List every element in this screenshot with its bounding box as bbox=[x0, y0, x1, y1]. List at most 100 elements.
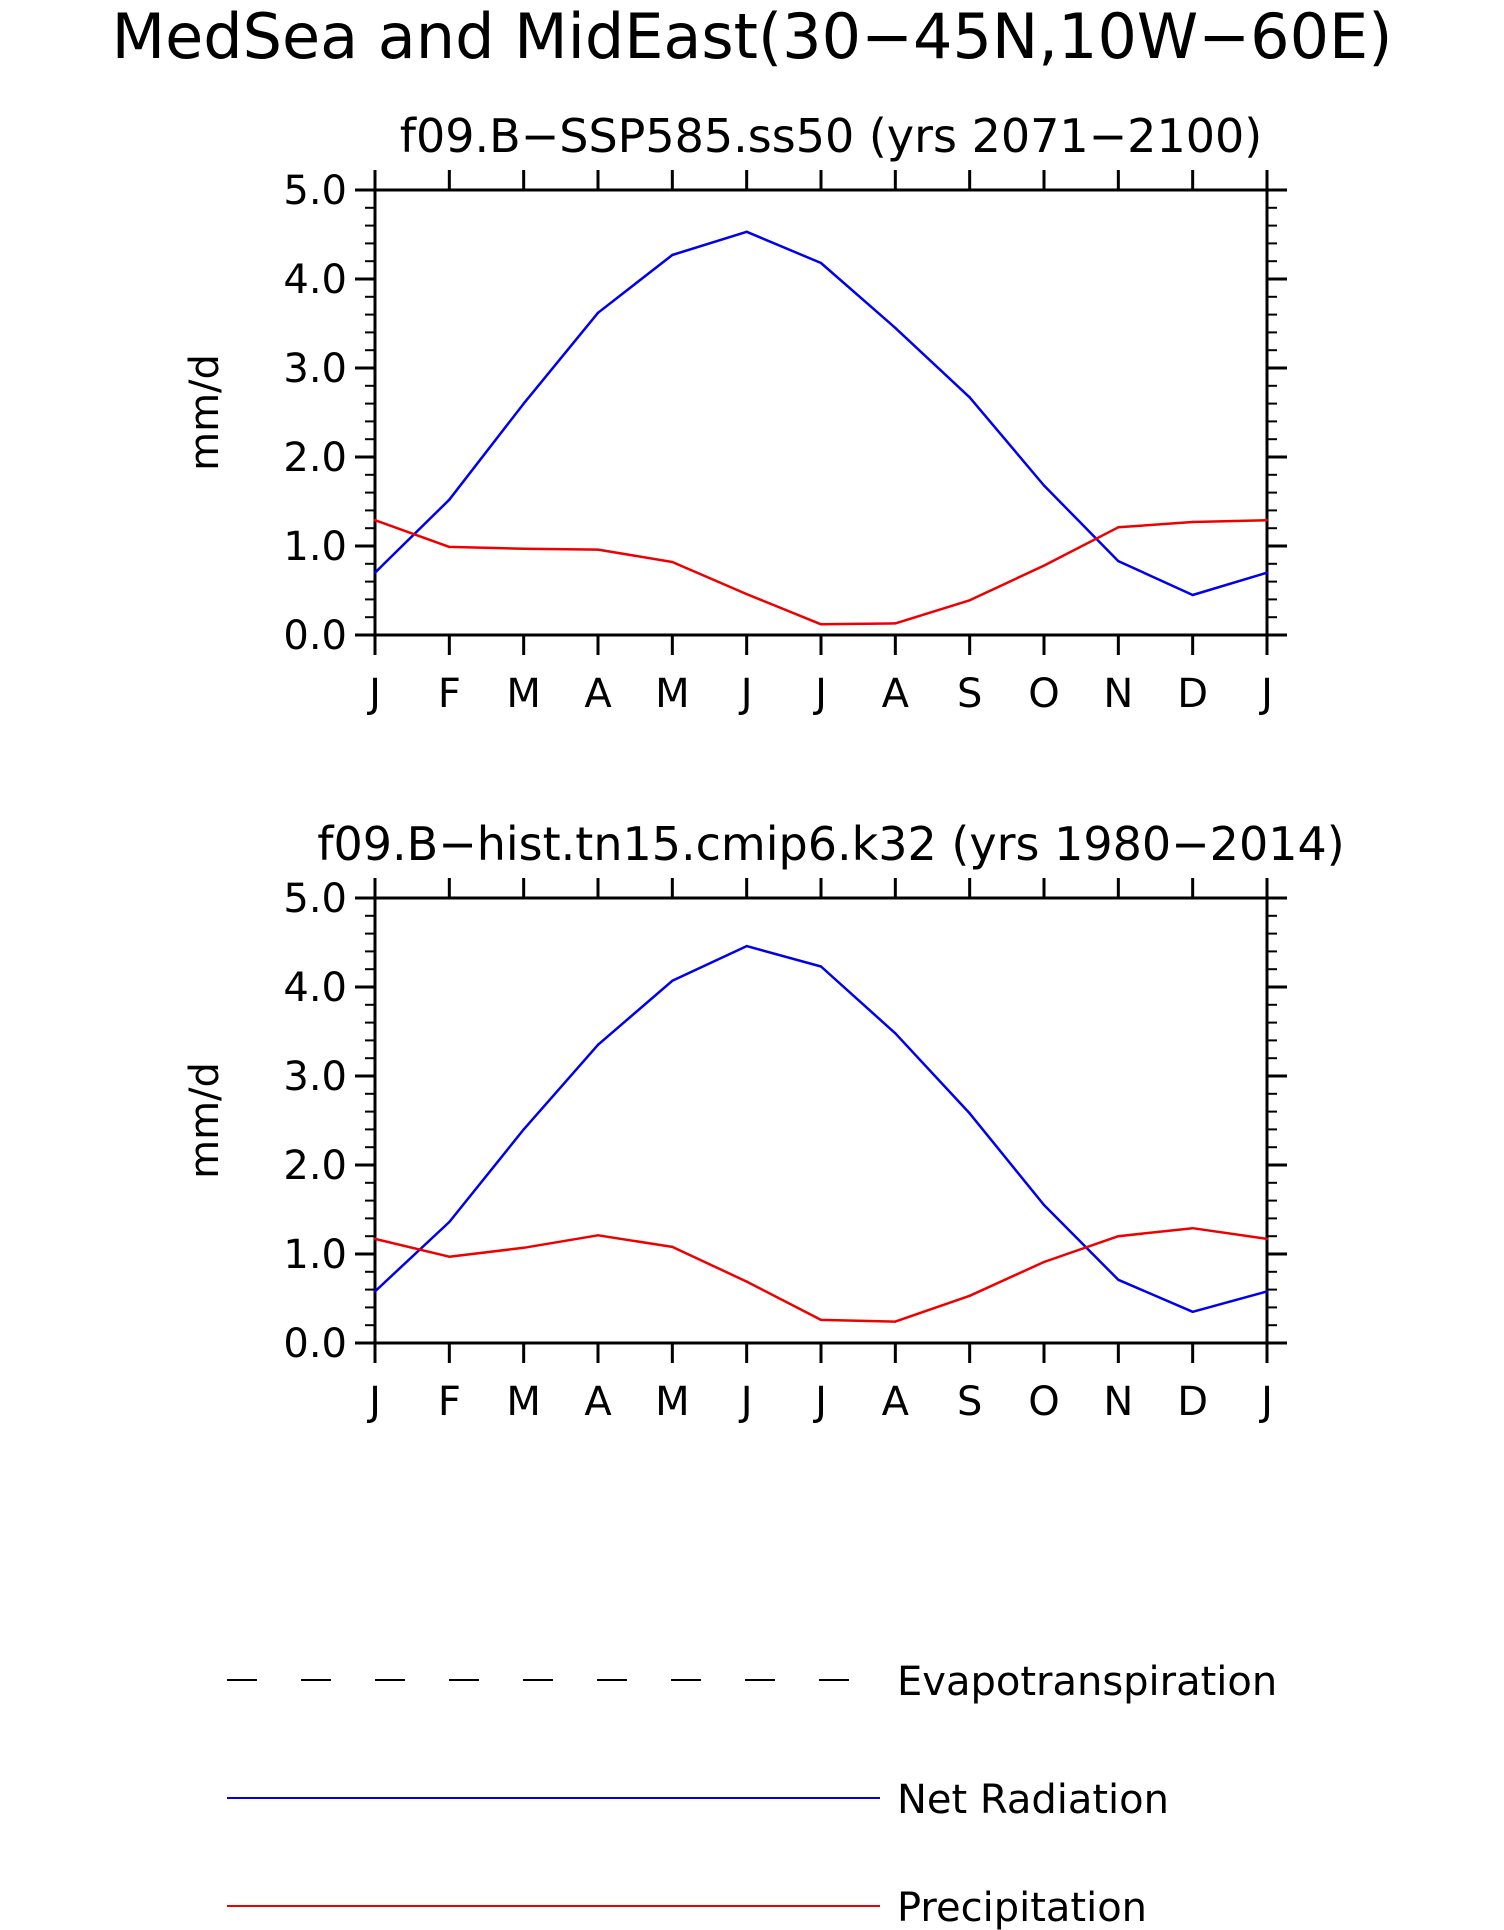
data-point-precipitation bbox=[671, 1245, 674, 1249]
y-tick-label: 1.0 bbox=[283, 1232, 347, 1278]
data-point-precipitation bbox=[819, 623, 823, 626]
data-point-precipitation bbox=[1042, 564, 1046, 567]
x-tick-label: N bbox=[1103, 1379, 1133, 1425]
x-tick-label: D bbox=[1177, 1379, 1208, 1425]
x-tick-label: J bbox=[812, 671, 827, 717]
data-point-net-radiation bbox=[671, 253, 674, 257]
series-line-net-radiation bbox=[374, 944, 1268, 1314]
data-point-precipitation bbox=[373, 1237, 377, 1241]
y-tick-label: 0.0 bbox=[283, 613, 347, 659]
data-point-net-radiation bbox=[1265, 1290, 1269, 1293]
y-tick-label: 1.0 bbox=[283, 524, 347, 570]
data-point-precipitation bbox=[1191, 1226, 1194, 1230]
x-tick-label: J bbox=[366, 671, 381, 717]
data-point-net-radiation bbox=[373, 1290, 377, 1293]
data-point-net-radiation bbox=[968, 1112, 971, 1115]
data-point-net-radiation bbox=[819, 261, 823, 265]
data-point-net-radiation bbox=[522, 402, 525, 405]
x-tick-label: S bbox=[957, 1379, 982, 1425]
series-line-net-radiation bbox=[374, 230, 1268, 597]
legend-label: Precipitation bbox=[897, 1885, 1147, 1930]
data-point-net-radiation bbox=[894, 1032, 897, 1035]
data-point-precipitation bbox=[671, 560, 674, 564]
data-point-precipitation bbox=[1042, 1260, 1046, 1264]
data-point-precipitation bbox=[819, 1318, 823, 1322]
chart-panel-ssp585: f09.B−SSP585.ss50 (yrs 2071−2100) 0.0 1.0 2… bbox=[182, 109, 1287, 717]
x-tick-label: J bbox=[812, 1379, 827, 1425]
data-point-precipitation bbox=[1191, 520, 1194, 524]
panel-title: f09.B−hist.tn15.cmip6.k32 (yrs 1980−2014… bbox=[317, 817, 1344, 871]
x-tick-label: M bbox=[655, 671, 690, 717]
y-tick-label: 4.0 bbox=[283, 257, 347, 303]
x-tick-label: F bbox=[438, 1379, 461, 1425]
series-line-precipitation bbox=[374, 518, 1268, 626]
data-point-net-radiation bbox=[1042, 484, 1046, 487]
data-point-net-radiation bbox=[1265, 571, 1269, 574]
chart-panel-historical: f09.B−hist.tn15.cmip6.k32 (yrs 1980−2014… bbox=[182, 817, 1345, 1425]
data-point-precipitation bbox=[968, 599, 971, 602]
x-tick-label: A bbox=[584, 1379, 612, 1425]
x-tick-label: M bbox=[506, 671, 541, 717]
x-tick-label: A bbox=[584, 671, 612, 717]
y-tick-label: 5.0 bbox=[283, 168, 347, 214]
x-tick-label: D bbox=[1177, 671, 1208, 717]
data-point-precipitation bbox=[596, 548, 600, 551]
data-point-net-radiation bbox=[373, 571, 377, 574]
data-point-net-radiation bbox=[968, 396, 971, 399]
data-point-precipitation bbox=[1117, 526, 1120, 529]
x-tick-label: J bbox=[738, 1379, 753, 1425]
y-tick-label: 2.0 bbox=[283, 1143, 347, 1189]
y-tick-label: 3.0 bbox=[283, 1054, 347, 1100]
data-point-precipitation bbox=[745, 592, 748, 596]
data-point-precipitation bbox=[968, 1294, 971, 1298]
figure-title: MedSea and MidEast(30−45N,10W−60E) bbox=[112, 0, 1393, 73]
x-tick-label: J bbox=[738, 671, 753, 717]
data-point-net-radiation bbox=[596, 311, 600, 315]
data-point-net-radiation bbox=[448, 1220, 451, 1224]
legend: Evapotranspiration Net Radiation Precipita… bbox=[227, 1659, 1277, 1930]
x-tick-label: J bbox=[1258, 1379, 1273, 1425]
data-point-precipitation bbox=[596, 1234, 600, 1237]
y-tick-label: 4.0 bbox=[283, 965, 347, 1011]
plot-frame bbox=[373, 896, 1269, 1345]
legend-label: Net Radiation bbox=[897, 1777, 1169, 1823]
data-point-net-radiation bbox=[596, 1043, 600, 1047]
y-axis-label: mm/d bbox=[182, 354, 228, 471]
y-tick-label: 0.0 bbox=[283, 1321, 347, 1367]
x-tick-label: M bbox=[506, 1379, 541, 1425]
data-point-net-radiation bbox=[1191, 1310, 1194, 1314]
data-point-precipitation bbox=[1265, 518, 1269, 522]
y-tick-label: 5.0 bbox=[283, 876, 347, 922]
data-point-precipitation bbox=[522, 1246, 525, 1249]
data-point-net-radiation bbox=[671, 979, 674, 982]
x-tick-label: M bbox=[655, 1379, 690, 1425]
data-point-net-radiation bbox=[1042, 1203, 1046, 1207]
x-tick-label: F bbox=[438, 671, 461, 717]
x-tick-label: J bbox=[366, 1379, 381, 1425]
data-point-precipitation bbox=[448, 1255, 451, 1258]
data-point-precipitation bbox=[1117, 1235, 1120, 1238]
panel-title: f09.B−SSP585.ss50 (yrs 2071−2100) bbox=[400, 109, 1262, 163]
data-point-precipitation bbox=[894, 1320, 897, 1323]
data-point-net-radiation bbox=[745, 944, 748, 948]
y-tick-label: 2.0 bbox=[283, 435, 347, 481]
x-tick-label: A bbox=[882, 671, 910, 717]
data-point-precipitation bbox=[745, 1280, 748, 1283]
data-point-net-radiation bbox=[1191, 593, 1194, 597]
data-point-net-radiation bbox=[894, 326, 897, 330]
data-point-net-radiation bbox=[522, 1128, 525, 1131]
y-axis-label: mm/d bbox=[182, 1062, 228, 1179]
x-tick-label: O bbox=[1028, 671, 1059, 717]
data-point-net-radiation bbox=[448, 498, 451, 501]
data-point-net-radiation bbox=[819, 965, 823, 968]
data-point-net-radiation bbox=[1117, 1278, 1120, 1282]
legend-label: Evapotranspiration bbox=[897, 1659, 1277, 1705]
x-tick-label: A bbox=[882, 1379, 910, 1425]
data-point-net-radiation bbox=[745, 230, 748, 234]
series-line-precipitation bbox=[374, 1226, 1268, 1323]
x-tick-label: N bbox=[1103, 671, 1133, 717]
y-tick-label: 3.0 bbox=[283, 346, 347, 392]
x-tick-label: J bbox=[1258, 671, 1273, 717]
data-point-precipitation bbox=[522, 547, 525, 550]
